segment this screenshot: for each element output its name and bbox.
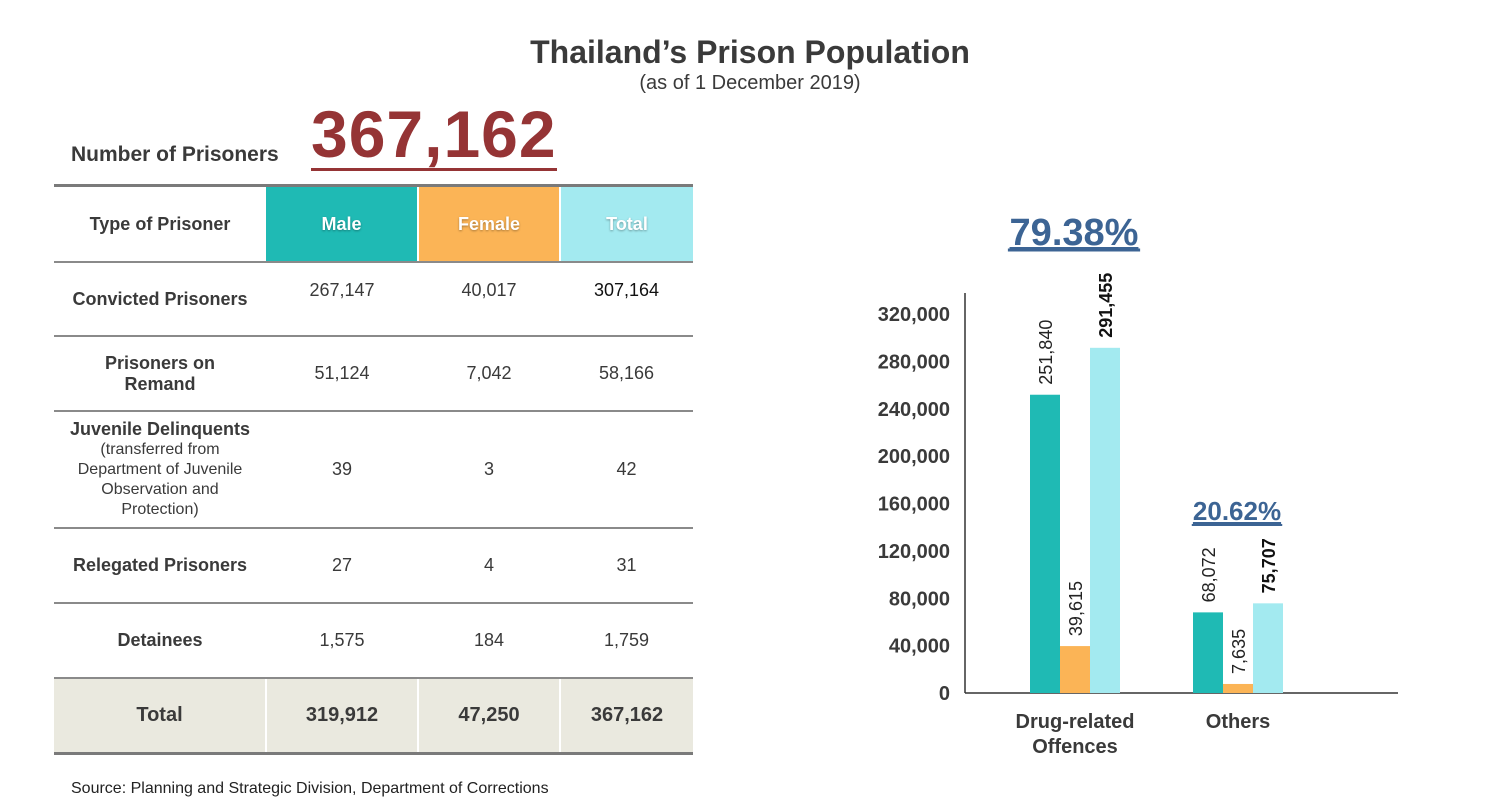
y-tick-label: 200,000 [878,446,950,468]
cell-total: 1,759 [560,603,693,679]
cell-total: 58,166 [560,336,693,412]
header-type: Type of Prisoner [54,185,266,263]
table-row: Relegated Prisoners 27 4 31 [54,528,693,604]
prisoner-table: Type of Prisoner Male Female Total Convi… [54,184,693,755]
cell-female: 40,017 [418,262,560,337]
percentage-label: 20.62% [1193,496,1281,526]
y-tick-label: 120,000 [878,541,950,563]
bar-data-label: 7,635 [1229,629,1249,674]
header-female: Female [418,185,561,263]
cell-total: 42 [560,411,693,529]
table-header-row: Type of Prisoner Male Female Total [54,185,693,263]
table-row: Detainees 1,575 184 1,759 [54,603,693,679]
cell-total: 31 [560,528,693,604]
cell-total: 307,164 [560,262,693,337]
header-male: Male [266,185,419,263]
bar-data-label: 75,707 [1259,538,1279,593]
cell-male: 267,147 [266,262,418,337]
bar-female [1223,683,1253,693]
number-of-prisoners-value: 367,162 [311,97,557,171]
row-label: Prisoners on Remand [54,336,266,412]
bar-total [1253,603,1283,693]
total-total: 367,162 [560,678,693,754]
number-of-prisoners-label: Number of Prisoners [71,143,279,166]
total-female: 47,250 [418,678,561,754]
bar-male [1030,394,1060,693]
row-label: Detainees [54,603,266,679]
page-title: Thailand’s Prison Population [530,34,970,70]
y-tick-label: 320,000 [878,304,950,326]
cell-male: 51,124 [266,336,418,412]
table-row: Juvenile Delinquents (transferred from D… [54,411,693,529]
bar-data-label: 39,615 [1066,581,1086,636]
total-male: 319,912 [266,678,419,754]
row-label: Convicted Prisoners [54,262,266,337]
y-tick-label: 280,000 [878,351,950,373]
cell-male: 27 [266,528,418,604]
y-tick-label: 0 [939,683,950,705]
row-label-main: Juvenile Delinquents [69,419,251,439]
bar-data-label: 251,840 [1036,320,1056,385]
cell-female: 7,042 [418,336,560,412]
y-tick-label: 240,000 [878,399,950,421]
row-label-sub: (transferred from Department of Juvenile… [77,441,243,518]
cell-male: 39 [266,411,418,529]
x-category-label: Offences [1032,736,1118,758]
bar-total [1090,347,1120,693]
total-label: Total [54,678,267,754]
x-category-label: Others [1206,711,1270,733]
table-row: Prisoners on Remand 51,124 7,042 58,166 [54,336,693,412]
header-total: Total [560,185,693,263]
x-category-label: Drug-related [1016,711,1135,733]
y-tick-label: 40,000 [889,636,950,658]
source-note: Source: Planning and Strategic Division,… [71,780,549,797]
bar-data-label: 291,455 [1096,273,1116,338]
percentage-label: 79.38% [1010,212,1139,254]
table-total-row: Total 319,912 47,250 367,162 [54,678,693,754]
y-tick-label: 160,000 [878,494,950,516]
bar-female [1060,646,1090,693]
cell-female: 3 [418,411,560,529]
row-label: Juvenile Delinquents (transferred from D… [54,411,266,529]
bar-data-label: 68,072 [1199,547,1219,602]
row-label: Relegated Prisoners [54,528,266,604]
cell-female: 4 [418,528,560,604]
page-subtitle: (as of 1 December 2019) [639,72,861,94]
cell-female: 184 [418,603,560,679]
bar-male [1193,612,1223,693]
cell-male: 1,575 [266,603,418,679]
table-row: Convicted Prisoners 267,147 40,017 307,1… [54,262,693,337]
y-tick-label: 80,000 [889,588,950,610]
